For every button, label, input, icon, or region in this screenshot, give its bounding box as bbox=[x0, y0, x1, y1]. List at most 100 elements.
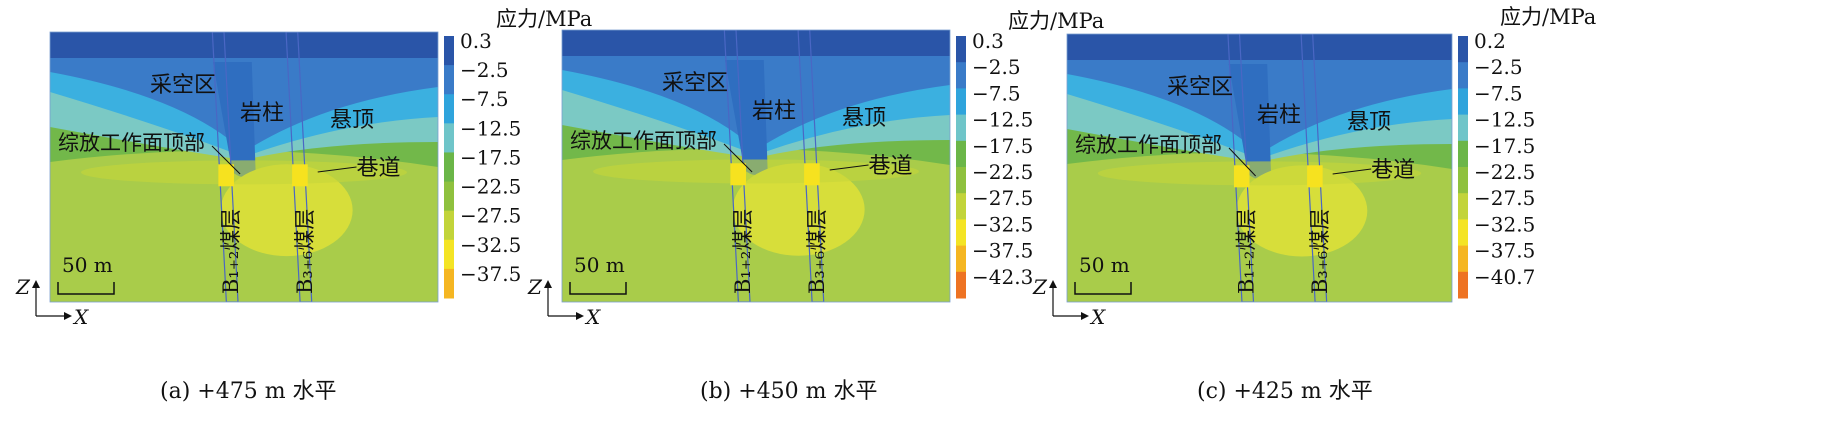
colorbar-segment bbox=[444, 94, 454, 124]
colorbar-tick: −7.5 bbox=[460, 87, 509, 111]
colorbar-tick: −2.5 bbox=[1474, 55, 1523, 79]
colorbar-segment bbox=[956, 193, 966, 220]
label-pillar: 岩柱 bbox=[240, 101, 284, 126]
colorbar-tick: −32.5 bbox=[1474, 212, 1535, 236]
stress-band-0 bbox=[562, 30, 950, 56]
colorbar-tick: 0.3 bbox=[460, 29, 492, 53]
coal-seam-outline-1 bbox=[1300, 34, 1328, 302]
colorbar-tick: 0.3 bbox=[972, 29, 1004, 53]
colorbar-segment bbox=[444, 210, 454, 241]
x-arrowhead bbox=[64, 312, 72, 320]
goaf-zone bbox=[724, 60, 768, 175]
contour-plot bbox=[1067, 34, 1452, 302]
colorbar-segment bbox=[956, 114, 966, 142]
seam-high-stress-0 bbox=[1233, 165, 1250, 188]
x-arrowhead bbox=[576, 312, 584, 320]
colorbar-tick: −7.5 bbox=[1474, 81, 1523, 105]
label-goaf: 采空区 bbox=[662, 71, 728, 96]
label-seam-left: B₁₊₂煤层 bbox=[219, 209, 243, 294]
colorbar-tick: −7.5 bbox=[972, 81, 1021, 105]
z-axis-label: Z bbox=[1032, 275, 1048, 299]
panel-caption: (a) +475 m 水平 bbox=[160, 379, 337, 404]
plot-frame bbox=[1066, 33, 1453, 303]
seam-high-stress-1 bbox=[292, 164, 308, 187]
coal-seam-outline-0 bbox=[1227, 34, 1255, 302]
colorbar-segment bbox=[444, 268, 454, 299]
colorbar-tick: 0.2 bbox=[1474, 29, 1506, 53]
colorbar-tick: −22.5 bbox=[1474, 160, 1535, 184]
colorbar-tick: −17.5 bbox=[1474, 134, 1535, 158]
colorbar-tick: −40.7 bbox=[1474, 265, 1535, 289]
stress-band-22 bbox=[81, 160, 407, 185]
colorbar-segment bbox=[1458, 36, 1468, 63]
colorbar-segment bbox=[956, 219, 966, 247]
x-arrowhead bbox=[1081, 312, 1089, 320]
colorbar-segment bbox=[956, 36, 966, 63]
label-seam-right: B₃₊₆煤层 bbox=[805, 209, 829, 294]
colorbar-segment bbox=[1458, 62, 1468, 89]
coal-seam-outline-0 bbox=[723, 30, 751, 302]
colorbar-segment bbox=[444, 36, 454, 66]
colorbar-segment bbox=[444, 239, 454, 270]
leader-roadway bbox=[1332, 168, 1372, 175]
colorbar-tick: −27.5 bbox=[972, 186, 1033, 210]
colorbar-segment bbox=[444, 152, 454, 183]
scale-bar bbox=[1074, 282, 1132, 295]
label-pillar: 岩柱 bbox=[1257, 103, 1301, 128]
label-hanging-roof: 悬顶 bbox=[330, 108, 374, 133]
colorbar-segment bbox=[956, 271, 966, 299]
label-roadway: 巷道 bbox=[357, 156, 401, 181]
contour-plot bbox=[562, 30, 950, 302]
seam-high-stress-1 bbox=[1307, 165, 1323, 188]
scale-bar-label: 50 m bbox=[574, 253, 625, 277]
stress-band-22 bbox=[593, 159, 919, 184]
stress-band-0 bbox=[1067, 34, 1452, 60]
colorbar-segment bbox=[956, 88, 966, 116]
colorbar-segment bbox=[1458, 167, 1468, 194]
z-axis-label: Z bbox=[15, 275, 31, 299]
label-seam-left: B₁₊₂煤层 bbox=[731, 209, 755, 294]
label-seam-left: B₁₊₂煤层 bbox=[1235, 209, 1259, 294]
colorbar-tick: −27.5 bbox=[460, 204, 521, 228]
stress-band-22 bbox=[1097, 161, 1422, 186]
colorbar-segment bbox=[1458, 140, 1468, 168]
colorbar-segment bbox=[956, 245, 966, 273]
label-goaf: 采空区 bbox=[150, 73, 216, 98]
z-arrowhead bbox=[1049, 280, 1057, 288]
colorbar-tick: −32.5 bbox=[460, 233, 521, 257]
colorbar-tick: −12.5 bbox=[460, 116, 521, 140]
colorbar-segment bbox=[956, 140, 966, 168]
colorbar-tick: −37.5 bbox=[460, 262, 521, 286]
stress-band-0 bbox=[50, 32, 438, 58]
colorbar-segment bbox=[1458, 114, 1468, 142]
colorbar-tick: −22.5 bbox=[460, 175, 521, 199]
concentration-zone bbox=[220, 164, 353, 257]
colorbar-tick: −17.5 bbox=[972, 134, 1033, 158]
x-axis-label: X bbox=[1089, 305, 1106, 329]
scale-bar bbox=[569, 282, 627, 295]
colorbar-segment bbox=[956, 167, 966, 194]
plot-frame bbox=[49, 31, 439, 303]
concentration-zone bbox=[732, 163, 865, 256]
leader-roadway bbox=[317, 166, 357, 173]
coal-seam-outline-1 bbox=[797, 30, 825, 302]
colorbar-tick: −17.5 bbox=[460, 145, 521, 169]
leader-face-top bbox=[211, 145, 241, 175]
leader-face-top bbox=[723, 143, 753, 173]
leader-face-top bbox=[1228, 147, 1257, 177]
colorbar-tick: −42.3 bbox=[972, 265, 1033, 289]
colorbar-tick: −32.5 bbox=[972, 212, 1033, 236]
colorbar-tick: −22.5 bbox=[972, 160, 1033, 184]
z-axis-label: Z bbox=[527, 275, 543, 299]
x-axis-label: X bbox=[72, 305, 89, 329]
colorbar-title: 应力/MPa bbox=[1008, 9, 1104, 33]
colorbar-tick: −27.5 bbox=[1474, 186, 1535, 210]
colorbar-segment bbox=[1458, 193, 1468, 220]
label-hanging-roof: 悬顶 bbox=[1347, 110, 1391, 135]
plot-frame bbox=[561, 29, 951, 303]
colorbar-tick: −2.5 bbox=[972, 55, 1021, 79]
concentration-zone bbox=[1236, 165, 1368, 257]
